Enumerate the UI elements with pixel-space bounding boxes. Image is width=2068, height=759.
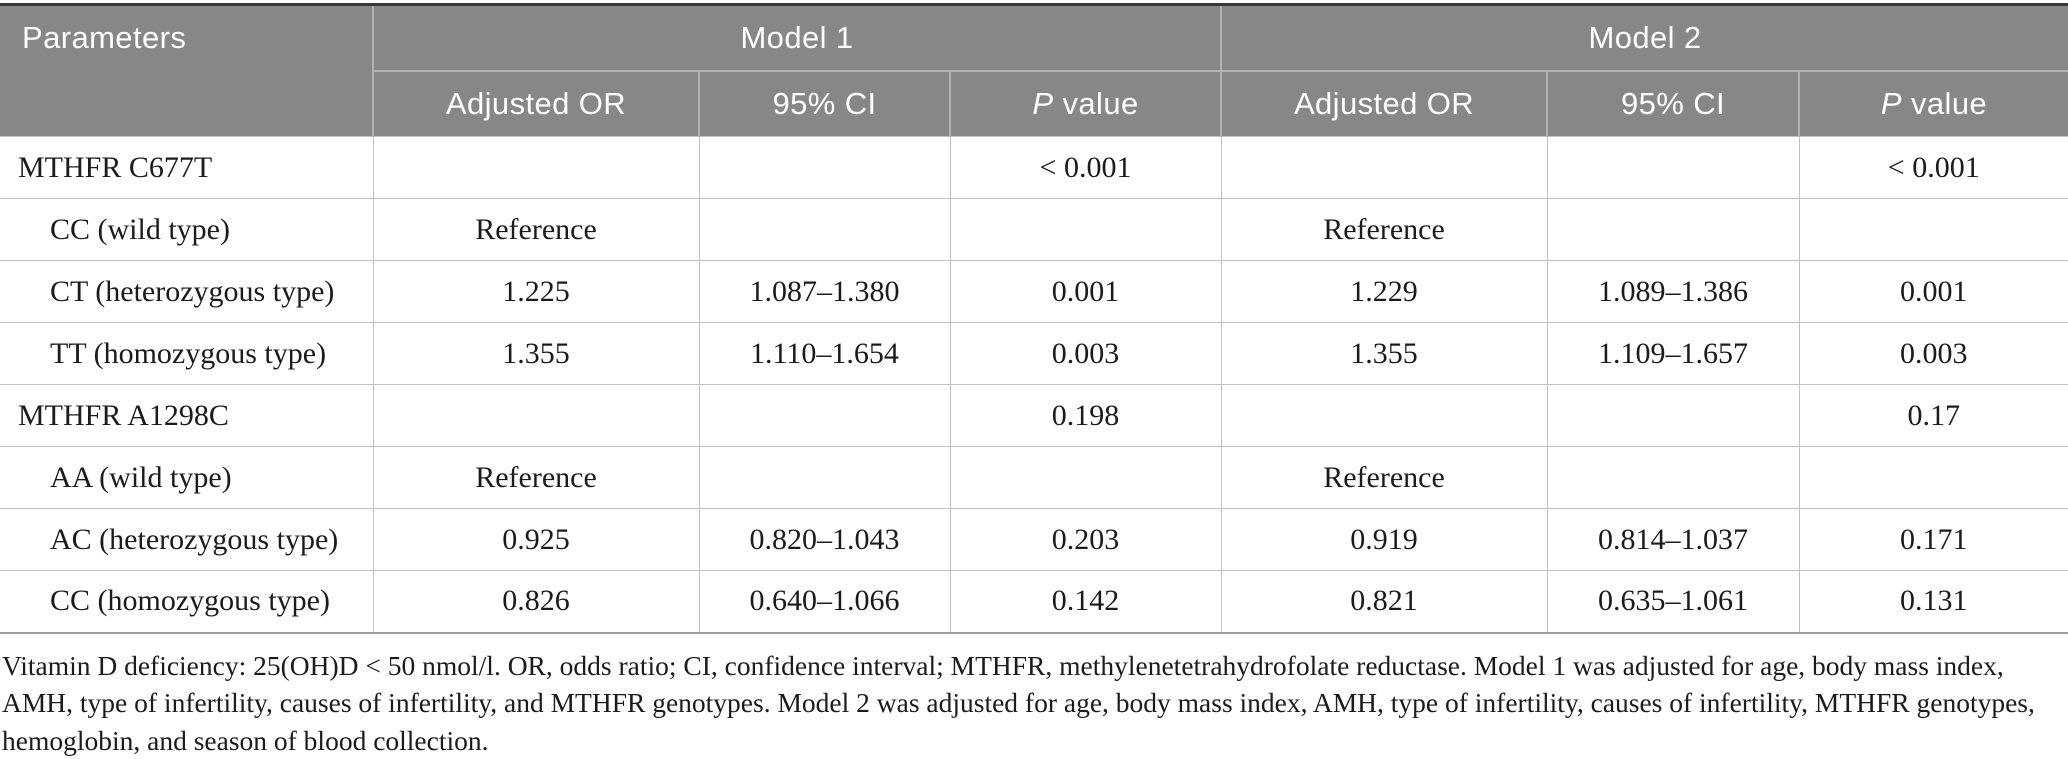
- value-cell: [1798, 446, 2068, 509]
- row-label: CC (wild type): [0, 198, 373, 261]
- value-cell: [949, 446, 1222, 509]
- value-cell: 0.001: [949, 260, 1222, 323]
- value-cell: [1546, 198, 1800, 261]
- value-cell: < 0.001: [1798, 136, 2068, 199]
- table-row-cc-wild: CC (wild type) Reference Reference: [0, 198, 2068, 261]
- value-cell: Reference: [1220, 446, 1548, 509]
- value-cell: [1220, 136, 1548, 199]
- column-header-adjusted-or-model2: Adjusted OR: [1220, 69, 1548, 137]
- value-cell: 1.089–1.386: [1546, 260, 1800, 323]
- p-label-rest: value: [1901, 85, 1988, 121]
- column-header-p-value-model1: P value: [948, 69, 1222, 137]
- value-cell: [698, 446, 950, 509]
- results-table: Parameters Model 1 Model 2 Adjusted OR 9…: [0, 3, 2068, 634]
- table-row-mthfr-c677t: MTHFR C677T < 0.001 < 0.001: [0, 136, 2068, 199]
- value-cell: [1220, 384, 1548, 447]
- value-cell: 1.225: [372, 260, 699, 323]
- value-cell: 0.821: [1220, 570, 1548, 633]
- row-label: CT (heterozygous type): [0, 260, 373, 323]
- p-label-italic: P: [1032, 85, 1054, 121]
- row-label: MTHFR C677T: [0, 136, 373, 199]
- column-header-parameters: Parameters: [0, 4, 373, 137]
- value-cell: 0.198: [949, 384, 1222, 447]
- p-label-italic: P: [1880, 85, 1902, 121]
- header-group-row: Parameters Model 1 Model 2: [0, 4, 2068, 137]
- value-cell: 0.820–1.043: [698, 508, 950, 571]
- table-row-mthfr-a1298c: MTHFR A1298C 0.198 0.17: [0, 384, 2068, 447]
- value-cell: 0.142: [949, 570, 1222, 633]
- value-cell: 0.171: [1798, 508, 2068, 571]
- row-label: CC (homozygous type): [0, 570, 373, 633]
- value-cell: [372, 136, 699, 199]
- value-cell: 0.001: [1798, 260, 2068, 323]
- row-label: AA (wild type): [0, 446, 373, 509]
- value-cell: 0.131: [1798, 570, 2068, 633]
- value-cell: [698, 136, 950, 199]
- value-cell: [698, 384, 950, 447]
- table-header: Parameters Model 1 Model 2 Adjusted OR 9…: [0, 4, 2068, 137]
- value-cell: 1.109–1.657: [1546, 322, 1800, 385]
- header-sub-row: Adjusted OR 95% CI P value Adjusted OR 9…: [0, 69, 2068, 137]
- value-cell: 0.925: [372, 508, 699, 571]
- value-cell: 1.087–1.380: [698, 260, 950, 323]
- value-cell: 0.17: [1798, 384, 2068, 447]
- column-group-model-2: Model 2: [1220, 4, 2068, 71]
- value-cell: 1.355: [372, 322, 699, 385]
- table-row-tt-homozygous: TT (homozygous type) 1.355 1.110–1.654 0…: [0, 322, 2068, 385]
- column-header-p-value-model2: P value: [1798, 69, 2068, 137]
- value-cell: 1.110–1.654: [698, 322, 950, 385]
- value-cell: 1.229: [1220, 260, 1548, 323]
- value-cell: Reference: [372, 198, 699, 261]
- value-cell: 0.003: [949, 322, 1222, 385]
- value-cell: 0.635–1.061: [1546, 570, 1800, 633]
- column-header-ci-model1: 95% CI: [698, 69, 950, 137]
- table-row-aa-wild: AA (wild type) Reference Reference: [0, 446, 2068, 509]
- row-label: AC (heterozygous type): [0, 508, 373, 571]
- value-cell: < 0.001: [949, 136, 1222, 199]
- value-cell: 0.203: [949, 508, 1222, 571]
- table-body: MTHFR C677T < 0.001 < 0.001 CC (wild typ…: [0, 136, 2068, 633]
- value-cell: 0.826: [372, 570, 699, 633]
- value-cell: [1546, 136, 1800, 199]
- value-cell: 1.355: [1220, 322, 1548, 385]
- value-cell: Reference: [372, 446, 699, 509]
- p-label-rest: value: [1053, 85, 1139, 121]
- value-cell: 0.003: [1798, 322, 2068, 385]
- value-cell: [949, 198, 1222, 261]
- table-footnote: Vitamin D deficiency: 25(OH)D < 50 nmol/…: [2, 649, 2035, 756]
- value-cell: [1798, 198, 2068, 261]
- value-cell: 0.814–1.037: [1546, 508, 1800, 571]
- value-cell: 0.640–1.066: [698, 570, 950, 633]
- value-cell: 0.919: [1220, 508, 1548, 571]
- value-cell: [1546, 384, 1800, 447]
- value-cell: [698, 198, 950, 261]
- table-row-cc-homozygous: CC (homozygous type) 0.826 0.640–1.066 0…: [0, 570, 2068, 633]
- value-cell: Reference: [1220, 198, 1548, 261]
- column-header-adjusted-or-model1: Adjusted OR: [372, 69, 699, 137]
- row-label: TT (homozygous type): [0, 322, 373, 385]
- row-label: MTHFR A1298C: [0, 384, 373, 447]
- column-header-ci-model2: 95% CI: [1546, 69, 1800, 137]
- value-cell: [372, 384, 699, 447]
- column-group-model-1: Model 1: [371, 4, 1222, 71]
- value-cell: [1546, 446, 1800, 509]
- table-row-ac-heterozygous: AC (heterozygous type) 0.925 0.820–1.043…: [0, 508, 2068, 571]
- table-row-ct-heterozygous: CT (heterozygous type) 1.225 1.087–1.380…: [0, 260, 2068, 323]
